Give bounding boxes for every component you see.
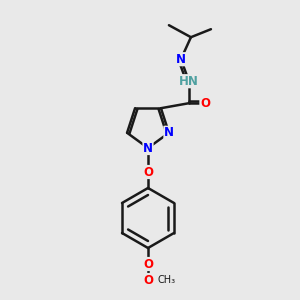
Text: O: O	[143, 274, 153, 286]
Text: O: O	[143, 257, 153, 271]
Text: O: O	[143, 166, 153, 178]
Text: HN: HN	[179, 75, 199, 88]
Text: N: N	[143, 142, 153, 154]
Text: N: N	[164, 126, 174, 139]
Text: CH₃: CH₃	[158, 275, 176, 285]
Text: O: O	[200, 97, 210, 110]
Text: N: N	[176, 53, 186, 66]
